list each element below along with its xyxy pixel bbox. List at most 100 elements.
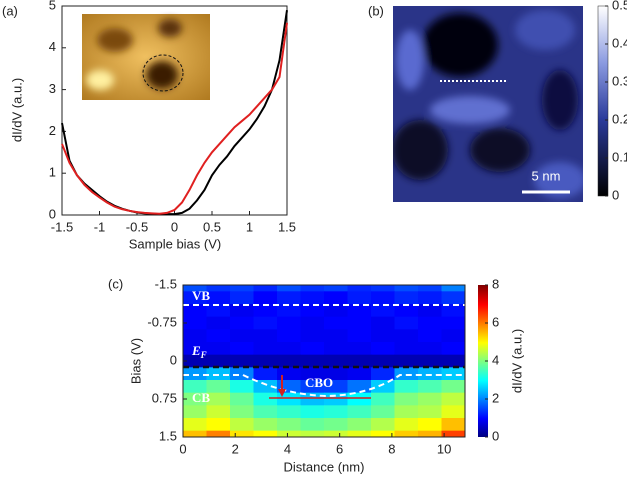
- heat-cell: [300, 285, 325, 292]
- heat-cell: [183, 285, 207, 292]
- heat-cell: [206, 342, 231, 356]
- colorbar-tick-label: 8: [492, 276, 499, 291]
- heat-cell: [183, 380, 207, 394]
- heat-cell: [183, 430, 207, 437]
- scale-bar-label: 5 nm: [532, 168, 561, 183]
- heat-cell: [347, 304, 372, 318]
- heat-cell: [183, 304, 207, 318]
- heat-cell: [230, 291, 254, 305]
- heat-cell: [277, 285, 301, 292]
- heat-cell: [347, 316, 372, 330]
- panel-label: (c): [108, 276, 123, 291]
- heat-cell: [300, 329, 325, 343]
- colorbar: [597, 5, 609, 197]
- heat-cell: [230, 367, 254, 381]
- y-tick-label: 1.5: [159, 428, 177, 443]
- heat-cell: [206, 367, 231, 381]
- heat-cell: [371, 285, 395, 292]
- annotation: CBO: [305, 375, 333, 390]
- colorbar-label: dI/dV (a.u.): [509, 329, 524, 393]
- heat-cell: [394, 304, 419, 318]
- heat-cell: [394, 367, 419, 381]
- y-tick-label: 5: [49, 0, 56, 12]
- colorbar: [478, 285, 488, 437]
- x-tick-label: 8: [388, 441, 395, 456]
- heat-cell: [300, 291, 325, 305]
- heat-cell: [394, 291, 419, 305]
- heat-cell: [277, 304, 301, 318]
- heat-cell: [441, 405, 465, 419]
- heat-cell: [206, 405, 231, 419]
- x-tick-label: 6: [336, 441, 343, 456]
- panel-label: (b): [368, 3, 384, 18]
- heat-cell: [277, 291, 301, 305]
- heat-cell: [371, 367, 395, 381]
- x-axis-label: Distance (nm): [284, 459, 365, 474]
- heat-cell: [230, 304, 254, 318]
- panel-c: (c) VB EF CB CBO Distance (nm) Bias (V) …: [108, 276, 524, 474]
- heat-cell: [230, 405, 254, 419]
- heat-cell: [300, 342, 325, 356]
- heat-cell: [206, 392, 231, 406]
- heat-cell: [418, 418, 442, 432]
- heat-cell: [418, 392, 442, 406]
- heat-cell: [253, 342, 278, 356]
- y-tick-label: 2: [49, 123, 56, 138]
- colorbar-tick-label: 0.5: [612, 0, 627, 12]
- x-tick-label: 0: [171, 219, 178, 234]
- heat-cell: [418, 304, 442, 318]
- heat-cell: [206, 418, 231, 432]
- heat-cell: [324, 354, 348, 368]
- heat-cell: [394, 392, 419, 406]
- heat-cell: [277, 392, 301, 406]
- heat-cell: [300, 367, 325, 381]
- heat-cell: [441, 329, 465, 343]
- heat-cell: [183, 329, 207, 343]
- heat-cell: [371, 329, 395, 343]
- heat-cell: [206, 430, 231, 437]
- y-tick-label: 0: [170, 352, 177, 367]
- x-tick-label: -0.5: [126, 219, 148, 234]
- heat-cell: [183, 291, 207, 305]
- heat-cell: [324, 285, 348, 292]
- x-tick-label: 2: [232, 441, 239, 456]
- heat-cell: [300, 430, 325, 437]
- heat-cell: [324, 418, 348, 432]
- heat-cell: [183, 392, 207, 406]
- heat-cell: [324, 430, 348, 437]
- y-tick-label: 1: [49, 165, 56, 180]
- heat-cell: [418, 380, 442, 394]
- y-tick-label: -1.5: [155, 276, 177, 291]
- heat-cell: [394, 342, 419, 356]
- heat-cell: [441, 392, 465, 406]
- inset-image: [82, 14, 210, 100]
- heat-cell: [253, 316, 278, 330]
- y-axis-label: Bias (V): [128, 338, 143, 384]
- annotation: F: [200, 350, 207, 360]
- colorbar-tick-label: 0: [612, 187, 619, 202]
- heat-cell: [371, 405, 395, 419]
- heat-cell: [394, 418, 419, 432]
- panel-b: (b) 5 nm: [368, 3, 609, 202]
- heat-cell: [394, 329, 419, 343]
- heat-cell: [277, 329, 301, 343]
- y-axis-label: dI/dV (a.u.): [9, 78, 24, 142]
- heat-cell: [371, 380, 395, 394]
- heat-cell: [206, 285, 231, 292]
- heat-cell: [347, 430, 372, 437]
- heat-cell: [418, 405, 442, 419]
- heat-cell: [371, 342, 395, 356]
- x-axis-label: Sample bias (V): [129, 236, 221, 251]
- x-tick-label: 0: [179, 441, 186, 456]
- heat-cell: [418, 342, 442, 356]
- annotation: E: [191, 343, 201, 358]
- heat-cell: [347, 405, 372, 419]
- heat-cell: [300, 392, 325, 406]
- heat-cell: [324, 304, 348, 318]
- heat-cell: [300, 304, 325, 318]
- heat-cell: [206, 316, 231, 330]
- heat-cell: [371, 291, 395, 305]
- colorbar-tick-label: 2: [492, 390, 499, 405]
- heat-cell: [206, 329, 231, 343]
- heat-cell: [253, 367, 278, 381]
